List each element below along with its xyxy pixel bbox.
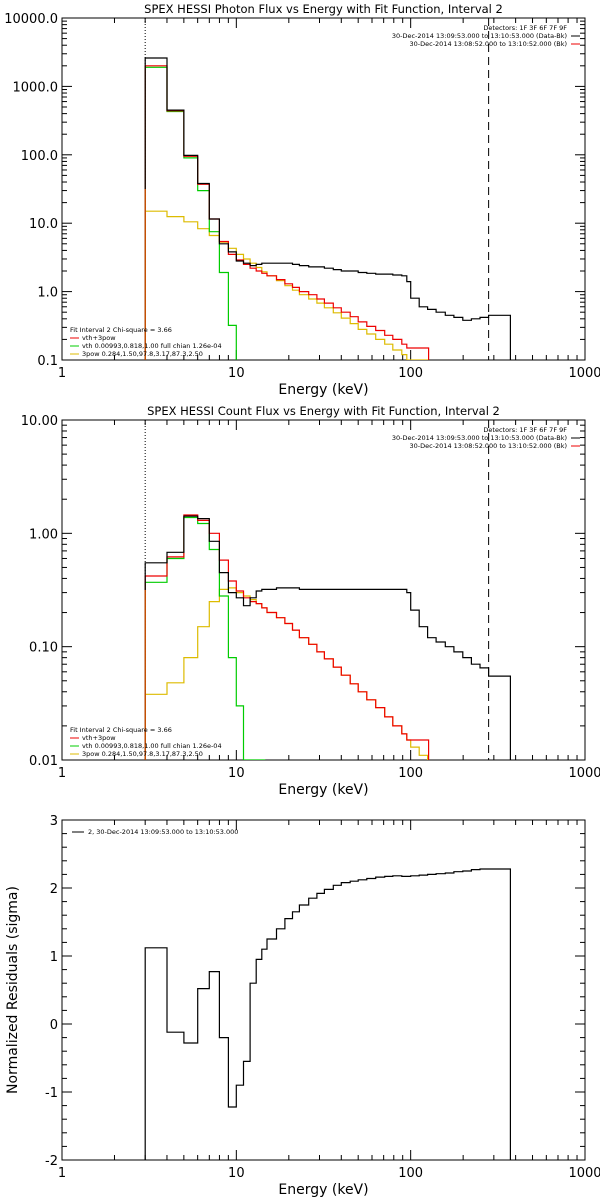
x-tick-label: 100 [398,1166,423,1181]
series-total-line [144,65,430,360]
x-axis: 1 10 100 1000 Energy (keV) [58,420,600,798]
x-axis-label: Energy (keV) [278,1182,368,1198]
x-tick-label: 1 [58,366,66,381]
y-tick-label: 0.01 [29,754,58,769]
series-total-line [144,514,430,760]
y-axis: 0.01 0.10 1.00 10.00 [21,414,585,769]
y-tick-label: 10.00 [21,414,58,429]
y-tick-label: 1.00 [29,527,58,542]
legend-text: Detectors: 1F 3F 6F 7F 9F [483,24,567,32]
y-tick-label: 1 [50,950,58,965]
legend-text: 3pow 0.284,1.50,97.8,3.17,87.3,2.50 [82,350,203,358]
chart-title: SPEX HESSI Count Flux vs Energy with Fit… [147,404,500,418]
x-tick-label: 100 [398,366,423,381]
plot-area [144,18,511,360]
x-tick-label: 1 [58,766,66,781]
y-axis: -2 -1 0 1 2 3 Normalized Residuals (sigma) [5,814,585,1169]
legend-text: vth+3pow [82,334,116,342]
series-data-line [144,515,511,760]
y-tick-label: 100.0 [21,149,58,164]
plot-frame [61,819,586,1161]
legend-text: 2, 30-Dec-2014 13:09:53.000 to 13:10:53.… [88,828,238,836]
x-axis-label: Energy (keV) [278,382,368,398]
chart-2: SPEX HESSI Count Flux vs Energy with Fit… [21,404,600,798]
plot-area [144,420,511,760]
legend-text: Fit Interval 2 Chi-square = 3.66 [70,326,172,334]
y-tick-label: -2 [45,1154,58,1169]
series-data-line [144,57,511,360]
series-pow-line [144,587,450,760]
legend-text: vth 0.00993,0.818,1.00 full chian 1.26e-… [82,342,222,350]
y-tick-label: 2 [50,882,58,897]
x-tick-label: 1000 [568,1166,600,1181]
y-tick-label: 10000.0 [4,12,58,27]
x-axis: 1 10 100 1000 Energy (keV) [58,18,600,398]
legend-text: 3pow 0.284,1.50,97.8,3.17,87.3,2.50 [82,750,203,758]
legend-text: 30-Dec-2014 13:08:52.000 to 13:10:52.000… [410,40,568,48]
x-tick-label: 10 [228,766,245,781]
legend-bottom-left: Fit Interval 2 Chi-square = 3.66vth+3pow… [70,726,222,758]
y-tick-label: 1000.0 [13,80,59,95]
y-tick-label: 0.1 [37,354,58,369]
legend-top-left: 2, 30-Dec-2014 13:09:53.000 to 13:10:53.… [72,828,238,836]
legend-text: Detectors: 1F 3F 6F 7F 9F [483,426,567,434]
x-tick-label: 1000 [568,366,600,381]
legend-text: vth+3pow [82,734,116,742]
plot-frame [61,419,586,761]
series-data-line [144,868,511,1160]
legend-text: 30-Dec-2014 13:09:53.000 to 13:10:53.000… [392,32,567,40]
chart-1: SPEX HESSI Photon Flux vs Energy with Fi… [4,2,600,398]
y-tick-label: 0 [50,1018,58,1033]
y-tick-label: -1 [45,1086,58,1101]
y-tick-label: 1.0 [37,286,58,301]
x-tick-label: 10 [228,366,245,381]
x-axis-label: Energy (keV) [278,782,368,798]
y-tick-label: 10.0 [29,217,58,232]
plot-area [144,868,511,1160]
x-axis: 1 10 100 1000 Energy (keV) [58,820,600,1198]
plot-frame [61,17,586,361]
legend-text: Fit Interval 2 Chi-square = 3.66 [70,726,172,734]
legend-text: 30-Dec-2014 13:09:53.000 to 13:10:53.000… [392,434,567,442]
legend-text: vth 0.00993,0.818,1.00 full chian 1.26e-… [82,742,222,750]
y-tick-label: 3 [50,814,58,829]
chart-title: SPEX HESSI Photon Flux vs Energy with Fi… [144,2,503,16]
legend-text: 30-Dec-2014 13:08:52.000 to 13:10:52.000… [410,442,568,450]
x-tick-label: 10 [228,1166,245,1181]
y-axis: 0.1 1.0 10.0 100.0 1000.0 10000.0 [4,12,585,369]
series-vth-line [144,516,266,760]
series-pow-line [144,210,429,360]
x-tick-label: 1 [58,1166,66,1181]
legend-bottom-left: Fit Interval 2 Chi-square = 3.66vth+3pow… [70,326,222,358]
x-tick-label: 1000 [568,766,600,781]
y-axis-label: Normalized Residuals (sigma) [5,886,21,1094]
x-tick-label: 100 [398,766,423,781]
y-tick-label: 0.10 [29,641,58,656]
chart-3: 1 10 100 1000 Energy (keV) -2 -1 0 1 2 3 Normalized… [5,814,600,1198]
